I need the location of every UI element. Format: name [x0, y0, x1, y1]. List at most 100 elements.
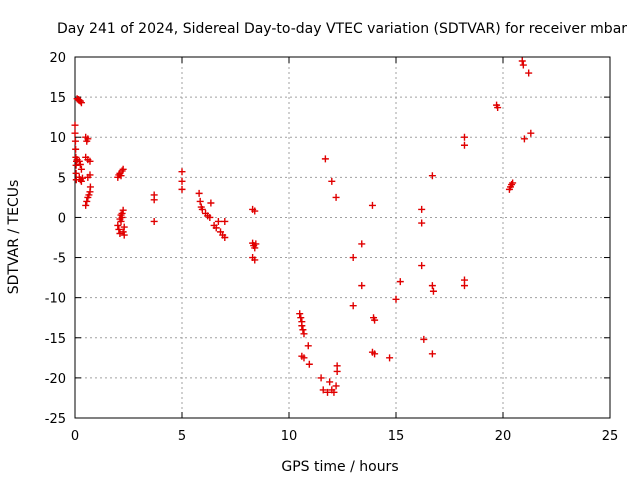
- data-point: [460, 141, 468, 149]
- data-point: [296, 310, 304, 318]
- data-point: [429, 287, 437, 295]
- data-point: [386, 354, 394, 362]
- data-point: [207, 199, 215, 207]
- data-point: [71, 129, 79, 137]
- chart-title: Day 241 of 2024, Sidereal Day-to-day VTE…: [57, 21, 627, 37]
- data-point: [371, 350, 379, 358]
- data-point: [494, 104, 502, 112]
- data-point: [392, 295, 400, 303]
- data-point: [520, 135, 528, 143]
- data-point: [117, 172, 125, 180]
- y-tick-label: -10: [45, 292, 66, 307]
- data-point: [118, 167, 126, 175]
- data-point: [460, 133, 468, 141]
- data-point: [418, 219, 426, 227]
- data-point: [328, 177, 336, 185]
- data-point: [332, 193, 340, 201]
- data-point: [75, 157, 83, 165]
- data-point: [332, 382, 340, 390]
- data-point: [178, 168, 186, 176]
- data-point: [299, 326, 307, 334]
- data-point: [319, 386, 327, 394]
- x-tick-label: 10: [281, 429, 298, 444]
- x-axis-label: GPS time / hours: [281, 459, 398, 475]
- data-point: [119, 165, 127, 173]
- data-point: [324, 388, 332, 396]
- data-point: [195, 189, 203, 197]
- y-tick-label: -15: [45, 332, 66, 347]
- data-point: [428, 350, 436, 358]
- data-point: [251, 207, 259, 215]
- y-tick-label: 20: [49, 51, 66, 66]
- y-tick-label: -25: [45, 412, 66, 427]
- data-point: [78, 174, 86, 182]
- data-point: [86, 171, 94, 179]
- plot-area-frame: [74, 56, 611, 419]
- data-point: [358, 240, 366, 248]
- data-point: [77, 99, 85, 107]
- y-tick-label: 15: [49, 91, 66, 106]
- data-points: [71, 57, 535, 396]
- data-point: [371, 316, 379, 324]
- data-point: [460, 276, 468, 284]
- data-point: [298, 322, 306, 330]
- data-point: [119, 228, 127, 236]
- data-point: [349, 254, 357, 262]
- data-point: [120, 231, 128, 239]
- data-point: [77, 165, 85, 173]
- data-point: [114, 221, 122, 229]
- data-point: [297, 314, 305, 322]
- data-point: [71, 137, 79, 145]
- data-point: [527, 129, 535, 137]
- data-point: [396, 278, 404, 286]
- y-tick-label: 10: [49, 131, 66, 146]
- data-point: [300, 330, 308, 338]
- x-tick-label: 15: [388, 429, 405, 444]
- data-point: [76, 97, 84, 105]
- data-point: [82, 201, 90, 209]
- data-point: [368, 201, 376, 209]
- data-point: [120, 223, 128, 231]
- data-point: [198, 205, 206, 213]
- y-axis-label: SDTVAR / TECUs: [6, 180, 22, 295]
- data-point: [72, 145, 80, 153]
- data-point: [212, 224, 220, 232]
- data-point: [252, 240, 260, 248]
- data-point: [321, 155, 329, 163]
- data-point: [214, 217, 222, 225]
- data-point: [72, 169, 80, 177]
- data-point: [305, 360, 313, 368]
- data-point: [508, 181, 516, 189]
- y-tick-label: -20: [45, 372, 66, 387]
- y-tick-label: -5: [53, 252, 66, 267]
- data-point: [86, 157, 94, 165]
- data-point: [116, 229, 124, 237]
- data-point: [221, 217, 229, 225]
- data-point: [317, 374, 325, 382]
- data-point: [300, 354, 308, 362]
- data-point: [358, 282, 366, 290]
- axis-tick-labels: 0 5 10 15 20 25 -25 -20 -15 -10 -5 0 5 10 15 20: [45, 51, 619, 444]
- gridlines: [75, 57, 610, 418]
- x-tick-label: 20: [495, 429, 512, 444]
- data-point: [326, 378, 334, 386]
- data-point: [333, 362, 341, 370]
- data-point: [519, 61, 527, 69]
- data-point: [115, 225, 123, 233]
- data-point: [251, 244, 259, 252]
- data-point: [428, 172, 436, 180]
- y-tick-label: 0: [58, 211, 66, 226]
- data-point: [85, 191, 93, 199]
- data-point: [71, 121, 79, 129]
- x-tick-label: 5: [178, 429, 186, 444]
- data-point: [118, 209, 126, 217]
- data-point: [178, 177, 186, 185]
- data-point: [251, 256, 259, 264]
- data-point: [206, 213, 214, 221]
- data-point: [221, 234, 229, 241]
- data-point: [518, 57, 526, 65]
- data-point: [77, 177, 85, 185]
- data-point: [83, 197, 91, 205]
- data-point: [86, 183, 94, 191]
